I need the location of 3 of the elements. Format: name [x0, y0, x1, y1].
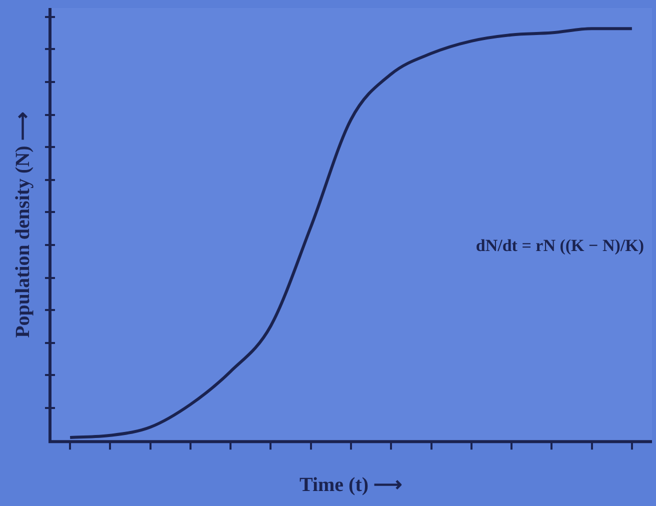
- annotation: dN/dt = rN ((K − N)/K): [476, 236, 644, 255]
- x-axis-title: Time (t) ⟶: [299, 474, 403, 496]
- y-axis-title: Population density (N) ⟶: [12, 112, 34, 338]
